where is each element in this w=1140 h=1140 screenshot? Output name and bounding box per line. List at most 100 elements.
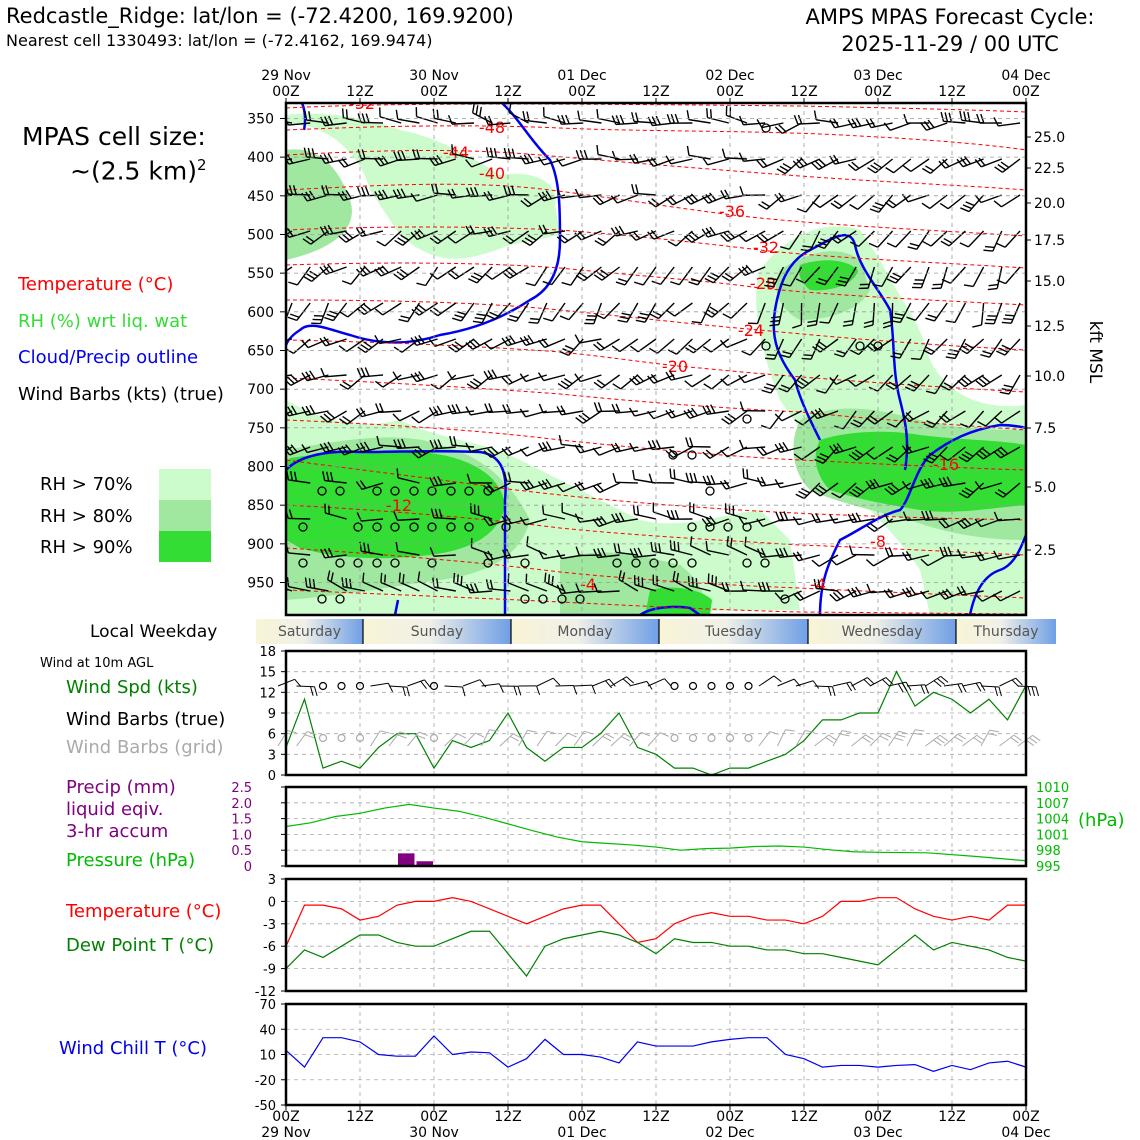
calm-circle-grid <box>337 733 346 743</box>
wind-barb-feather <box>738 516 745 525</box>
height-tick-label: 7.5 <box>1034 421 1056 437</box>
wind-barb-feather <box>610 443 617 453</box>
calm-circle <box>761 341 771 351</box>
wind-barb-feather <box>690 278 701 283</box>
wind-barb-feather <box>345 444 353 453</box>
wind-barb-feather <box>330 472 334 482</box>
wind-barb-feather <box>527 153 534 163</box>
calm-circle <box>520 594 530 604</box>
wind-barb-feather <box>998 686 1002 697</box>
wind-barb-feather <box>307 731 317 735</box>
wind-barb-feather <box>341 233 350 241</box>
wind-barb-shaft <box>653 410 675 420</box>
precip-label-1: Precip (mm) <box>66 777 176 798</box>
weekday-segment <box>808 619 956 644</box>
wind-barb-feather <box>701 228 709 238</box>
wind-barb-feather <box>963 284 974 288</box>
wind-barb-feather <box>869 415 879 423</box>
wind-barb-feather <box>941 278 951 284</box>
wind-barb-shaft <box>707 158 729 166</box>
wind-barb-feather <box>507 472 512 482</box>
wind-barb-feather <box>465 187 471 197</box>
wind-barb-feather <box>411 416 420 424</box>
wind-barb-feather <box>578 481 586 490</box>
wind-barb-feather <box>923 423 933 429</box>
wind-barb-feather <box>938 160 946 169</box>
wind-barb-feather <box>987 287 998 291</box>
wind-barb-feather <box>902 511 908 521</box>
wind-barb-feather <box>720 378 729 386</box>
wind-barb-feather <box>327 263 334 273</box>
wind-barb-shaft <box>388 731 401 747</box>
wind-barb-feather <box>556 189 563 199</box>
panel-tick-label: 12 <box>259 686 276 701</box>
wind-barb-feather <box>659 732 669 737</box>
wind-barb-feather <box>978 450 988 458</box>
wind-barb-feather <box>597 548 603 558</box>
wind-barb-feather <box>722 313 732 319</box>
wind-barb-feather <box>963 375 973 383</box>
calm-circle <box>372 486 382 496</box>
wind-barb-feather <box>780 354 790 359</box>
wind-barb-shaft <box>967 230 985 248</box>
wind-barb-feather <box>493 148 498 158</box>
wind-barb-shaft <box>399 410 420 422</box>
wind-barb-feather <box>501 549 508 559</box>
wind-barb-feather <box>474 316 485 320</box>
wind-barb-shaft <box>968 410 985 428</box>
wind-barb-feather <box>399 268 409 276</box>
pressure-tick-label: 600 <box>247 305 274 321</box>
wind-barb-feather <box>855 512 862 522</box>
wind-barb-feather <box>308 578 312 588</box>
wind-barb-feather <box>632 469 635 480</box>
forecast-cycle-title: AMPS MPAS Forecast Cycle: 2025-11-29 / 0… <box>780 4 1120 58</box>
wind-barb-feather <box>798 490 808 497</box>
wind-barb-feather <box>314 686 318 696</box>
bottom-date-label: 02 Dec <box>705 1125 754 1140</box>
wind-barb-feather <box>818 485 828 492</box>
wind-barb-feather <box>879 735 889 741</box>
wind-barb-feather <box>485 579 490 589</box>
wind-barb-feather <box>956 158 964 168</box>
calm-circle <box>335 486 345 496</box>
wind-barb-shaft <box>795 680 814 687</box>
wind-barb-feather <box>650 374 659 383</box>
wind-barb-feather <box>724 272 734 280</box>
wind-barb-feather <box>320 367 326 378</box>
wind-barb-feather <box>626 676 634 684</box>
wind-barb-feather <box>767 277 778 281</box>
wind-barb-feather <box>933 680 942 688</box>
wind-barb-feather <box>323 225 330 235</box>
wind-barb-feather <box>746 469 749 479</box>
wind-barb-feather <box>865 559 874 567</box>
calm-circle-grid <box>725 733 735 743</box>
wind-barb-feather <box>345 231 354 239</box>
calm-circle <box>298 522 308 532</box>
wind-barb-feather <box>814 409 822 418</box>
wind-barb-shaft <box>907 194 930 203</box>
wind-barb-shaft <box>743 122 766 126</box>
wind-barb-feather <box>923 458 933 464</box>
calm-circle-grid <box>670 733 679 743</box>
wind-barb-feather <box>619 114 625 125</box>
wind-barb-feather <box>943 382 953 389</box>
wind-barb-feather <box>847 588 854 598</box>
wind-barb-feather <box>303 147 308 158</box>
wind-barb-feather <box>483 450 492 458</box>
wind-barb-shaft <box>444 733 458 747</box>
pressure-tick-label: 700 <box>247 382 274 398</box>
wind-barb-shaft <box>758 731 771 747</box>
legend-rh90-swatch <box>159 531 211 562</box>
wind-barb-feather <box>1025 739 1035 746</box>
panel-tick-label: 0 <box>268 895 276 910</box>
wind-barb-feather <box>1015 677 1023 686</box>
wind-barb-shaft <box>286 410 293 415</box>
wind-barb-feather <box>617 543 621 553</box>
wind-barb-feather <box>957 380 966 388</box>
wind-barb-shaft <box>293 338 311 354</box>
wind-barb-feather <box>451 270 460 278</box>
wind-barb-feather <box>327 441 334 451</box>
wind-barb-feather <box>451 343 460 351</box>
wind-barb-feather <box>517 686 522 696</box>
